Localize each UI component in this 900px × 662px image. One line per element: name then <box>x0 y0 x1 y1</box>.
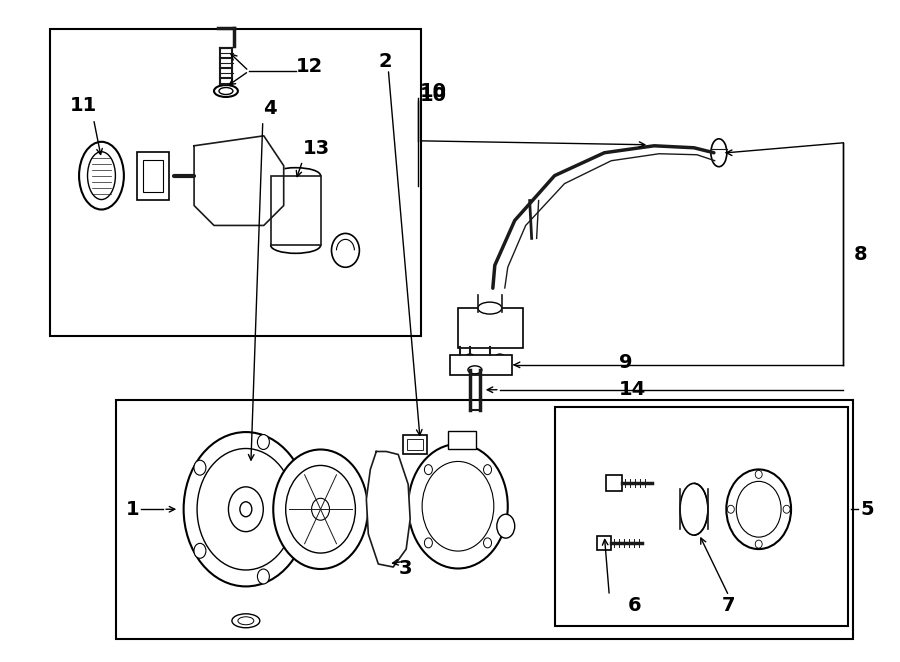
Bar <box>403 434 427 455</box>
Text: 7: 7 <box>722 596 735 616</box>
Ellipse shape <box>298 179 310 201</box>
Ellipse shape <box>238 169 264 201</box>
Ellipse shape <box>497 514 515 538</box>
Ellipse shape <box>736 481 781 537</box>
Text: 2: 2 <box>378 52 392 71</box>
Bar <box>450 355 512 375</box>
Ellipse shape <box>483 538 491 548</box>
Polygon shape <box>366 451 410 567</box>
Ellipse shape <box>465 354 475 362</box>
Ellipse shape <box>257 434 269 449</box>
Ellipse shape <box>219 87 233 95</box>
Bar <box>607 475 622 491</box>
Text: 13: 13 <box>302 139 329 158</box>
Ellipse shape <box>240 502 252 517</box>
Text: 4: 4 <box>263 99 276 118</box>
Text: 14: 14 <box>619 380 646 399</box>
Bar <box>407 438 423 451</box>
Ellipse shape <box>232 614 260 628</box>
Ellipse shape <box>755 540 762 548</box>
Ellipse shape <box>257 569 269 584</box>
Text: 6: 6 <box>627 596 641 616</box>
Bar <box>448 430 476 448</box>
Ellipse shape <box>197 448 294 570</box>
Ellipse shape <box>274 449 368 569</box>
Ellipse shape <box>331 234 359 267</box>
Ellipse shape <box>271 167 320 183</box>
Ellipse shape <box>194 460 206 475</box>
Ellipse shape <box>184 432 308 587</box>
Ellipse shape <box>79 142 124 209</box>
Bar <box>271 175 320 246</box>
Polygon shape <box>194 136 284 226</box>
Text: 3: 3 <box>399 559 412 579</box>
Ellipse shape <box>726 469 791 549</box>
Ellipse shape <box>478 302 502 314</box>
Ellipse shape <box>680 483 708 535</box>
Ellipse shape <box>783 505 790 513</box>
Ellipse shape <box>711 139 727 167</box>
Ellipse shape <box>422 461 494 551</box>
Text: 12: 12 <box>296 57 323 75</box>
Ellipse shape <box>194 544 206 558</box>
Text: 8: 8 <box>853 245 867 264</box>
Text: 10: 10 <box>420 81 447 101</box>
Bar <box>143 160 163 191</box>
Bar <box>554 406 849 626</box>
Ellipse shape <box>483 465 491 475</box>
Ellipse shape <box>214 85 238 97</box>
Ellipse shape <box>425 465 432 475</box>
Bar <box>116 400 853 639</box>
Ellipse shape <box>229 487 264 532</box>
Ellipse shape <box>271 238 320 254</box>
Ellipse shape <box>727 505 734 513</box>
Text: 5: 5 <box>860 500 874 519</box>
Ellipse shape <box>755 471 762 479</box>
Ellipse shape <box>425 538 432 548</box>
Text: 9: 9 <box>619 354 633 372</box>
Ellipse shape <box>297 502 309 517</box>
Ellipse shape <box>311 498 329 520</box>
Ellipse shape <box>495 354 505 362</box>
Bar <box>598 536 611 550</box>
Ellipse shape <box>409 444 508 569</box>
Text: 10: 10 <box>420 87 447 105</box>
Bar <box>204 151 254 211</box>
Ellipse shape <box>238 617 254 625</box>
Bar <box>138 152 169 199</box>
Ellipse shape <box>468 366 482 374</box>
Text: 1: 1 <box>126 500 140 519</box>
Text: 11: 11 <box>69 97 97 115</box>
Bar <box>458 308 523 348</box>
Ellipse shape <box>87 152 115 199</box>
Bar <box>50 29 421 336</box>
Ellipse shape <box>285 465 356 553</box>
